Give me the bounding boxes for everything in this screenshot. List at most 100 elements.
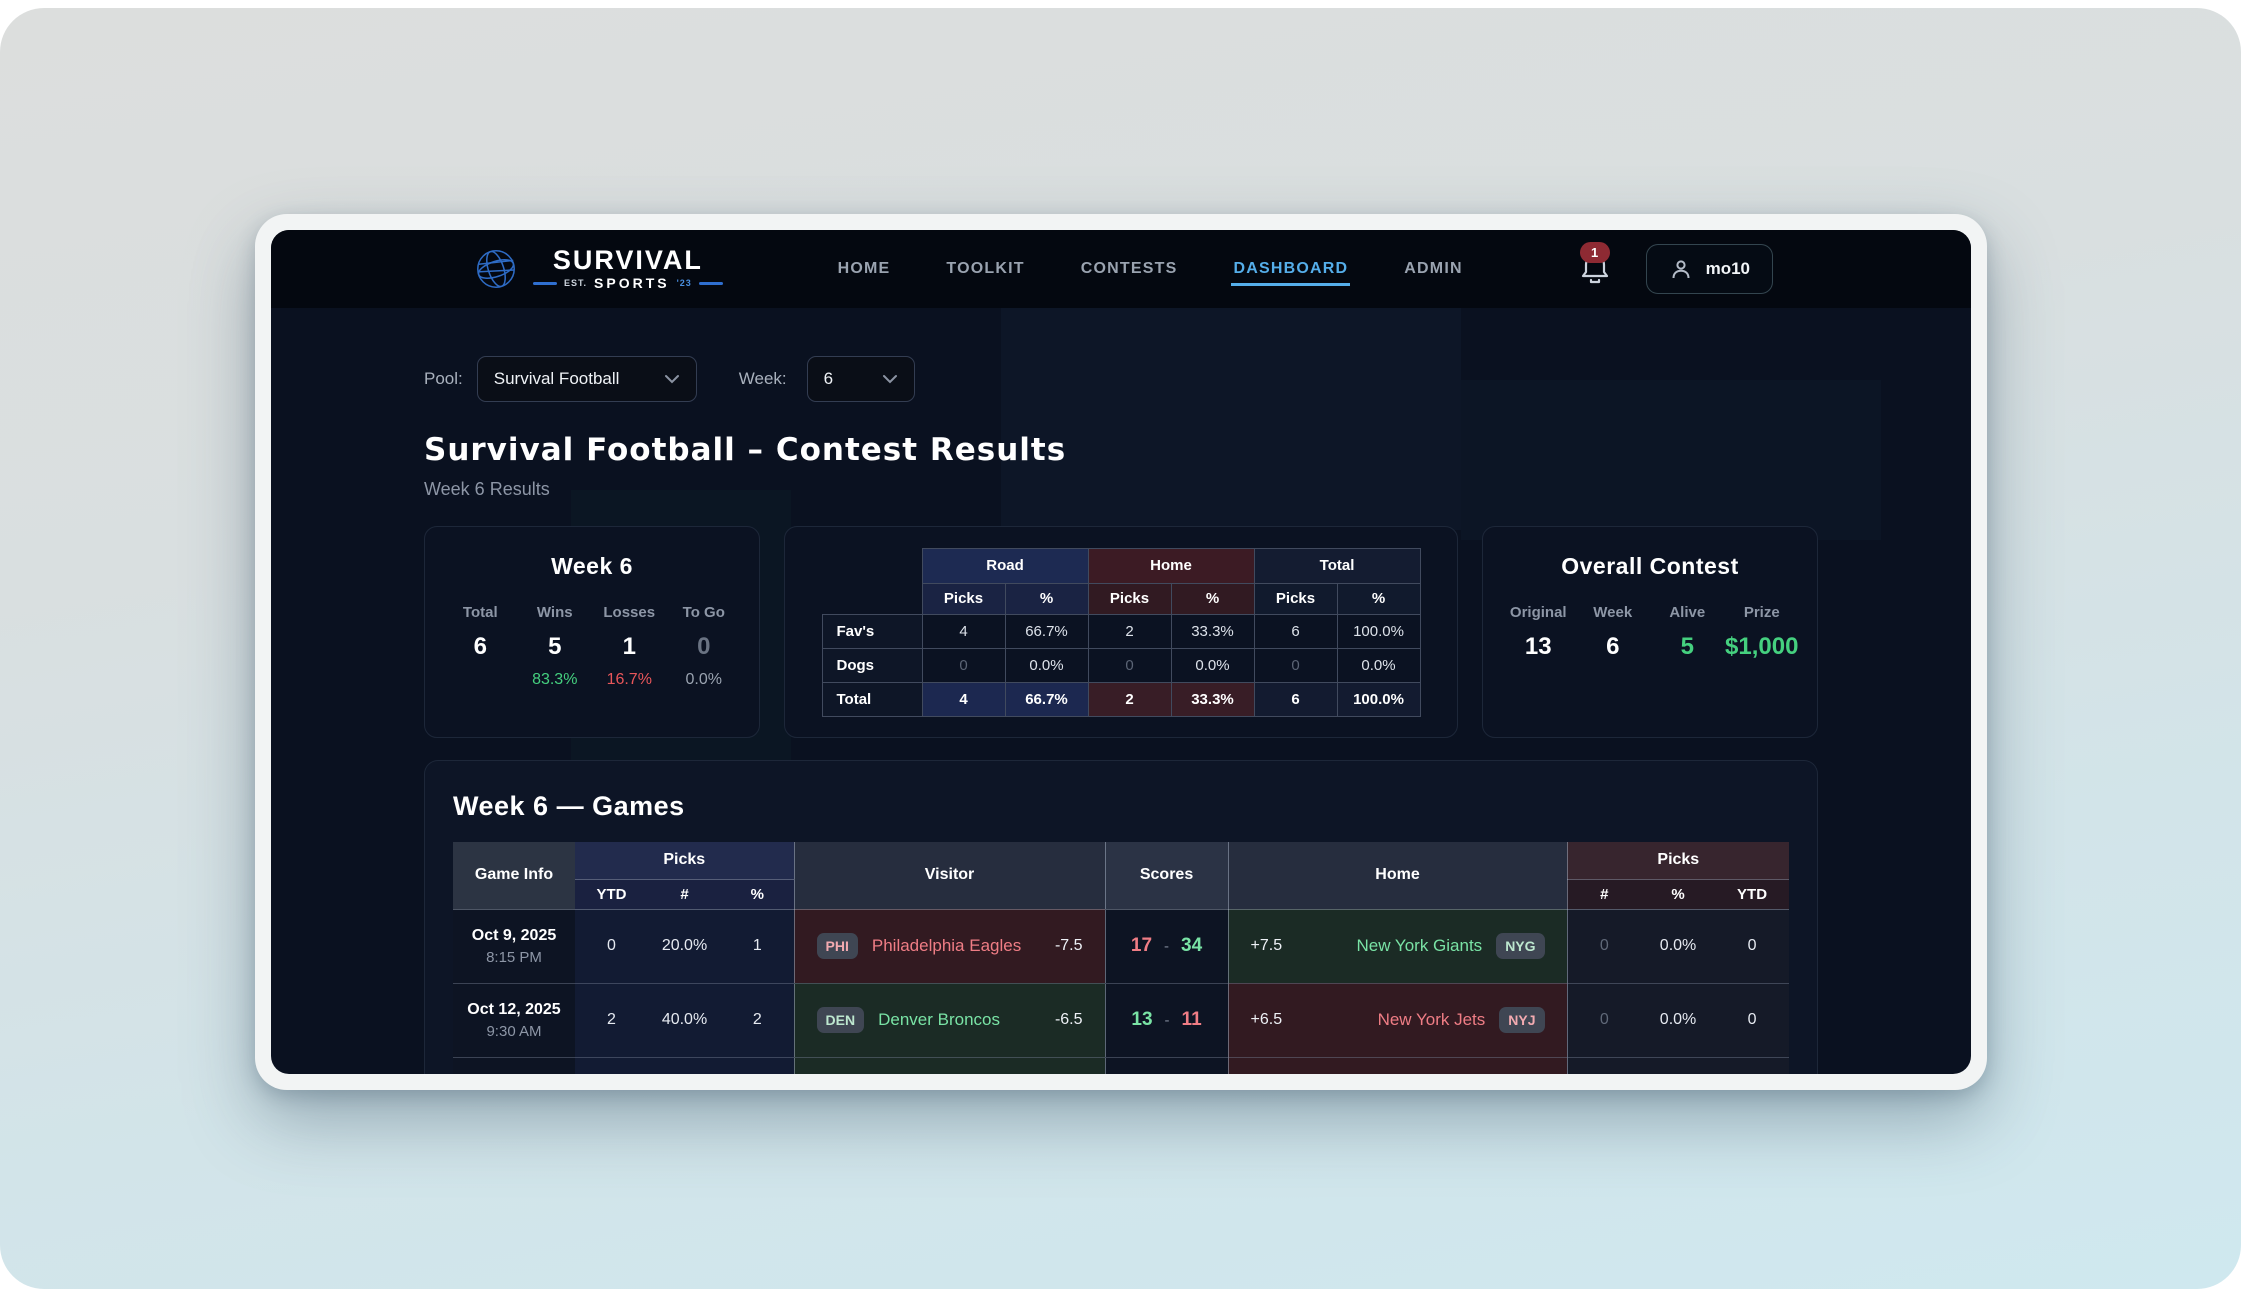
- group-header-home: Home: [1087, 547, 1255, 584]
- week-select[interactable]: 6: [806, 356, 915, 402]
- picks-distribution-table: Road Home Total Picks % Picks %: [821, 547, 1421, 717]
- game-date: Oct 12, 2025: [467, 1000, 561, 1018]
- picks-pct-cell: [1641, 1057, 1716, 1074]
- subheader-pct: %: [1004, 582, 1089, 615]
- col-header-picks-right: Picks: [1567, 842, 1790, 880]
- cell: 100.0%: [1336, 613, 1421, 649]
- chevron-down-icon: [882, 375, 897, 384]
- blank-cell: [822, 583, 922, 614]
- username-label: mo10: [1705, 259, 1750, 278]
- game-row[interactable]: Oct 9, 2025 8:15 PM 0 20.0% 1: [453, 909, 1790, 984]
- stat-label: Original: [1509, 604, 1567, 621]
- cell: 6: [1253, 681, 1338, 717]
- visitor-score: 17: [1130, 935, 1153, 956]
- stat-label: Losses: [603, 604, 656, 621]
- spread-value: -7.5: [1054, 937, 1083, 954]
- visitor-score: 13: [1131, 1009, 1153, 1030]
- col-header-scores: Scores: [1104, 842, 1229, 910]
- cell: 4: [921, 613, 1006, 649]
- visitor-team-cell[interactable]: DEN Denver Broncos -6.5: [793, 983, 1106, 1058]
- subheader-pct: %: [1336, 582, 1421, 615]
- game-date: Oct 9, 2025: [471, 926, 557, 944]
- team-abbr-badge: DEN: [816, 1007, 865, 1033]
- team-abbr-badge: NYJ: [1499, 1007, 1545, 1033]
- games-section: Week 6 — Games Game Info Picks: [424, 760, 1818, 1074]
- picks-num-cell: 20.0%: [648, 909, 721, 984]
- home-team-cell[interactable]: +6.5 New York Jets NYJ: [1228, 983, 1568, 1058]
- stat-value: $1,000: [1725, 633, 1799, 660]
- cell: 0.0%: [1336, 647, 1421, 683]
- score-separator: -: [1164, 937, 1170, 955]
- stat-value: 1: [622, 633, 636, 660]
- background-deco: [1001, 300, 1461, 530]
- games-table: Game Info Picks Visitor Scores Home Pick…: [453, 842, 1790, 1074]
- game-row[interactable]: Oct 12, 2025 9:30 AM 2 40.0% 2: [453, 983, 1790, 1058]
- game-info-cell: Oct 9, 2025 8:15 PM: [453, 909, 575, 984]
- app-window: SURVIVAL EST. SPORTS '23 HOME TOOLKIT CO…: [255, 214, 1987, 1090]
- nav-item-home[interactable]: HOME: [837, 260, 891, 277]
- cell: 4: [921, 681, 1006, 717]
- stat-label: Alive: [1669, 604, 1706, 621]
- week-select-value: 6: [823, 369, 834, 388]
- game-row-partial[interactable]: [453, 1057, 1790, 1074]
- background-deco: [1461, 380, 1881, 540]
- nav-menu: HOME TOOLKIT CONTESTS DASHBOARD ADMIN: [836, 252, 1465, 286]
- picks-num-cell: [648, 1057, 721, 1074]
- picks-ytd-cell: [575, 1057, 648, 1074]
- stat-value: 5: [548, 633, 562, 660]
- brand-dash-left: [533, 281, 557, 285]
- stat-original: Original 13: [1501, 604, 1576, 661]
- brand-est: EST.: [564, 278, 588, 288]
- games-heading: Week 6 — Games: [453, 791, 685, 821]
- subheader-pct: %: [1170, 582, 1255, 615]
- cell: 0.0%: [1004, 647, 1089, 683]
- team-name: Philadelphia Eagles: [871, 936, 1022, 955]
- table-row-dogs: Dogs 0 0.0% 0 0.0% 0 0.0%: [821, 647, 1421, 683]
- brand-subline: EST. SPORTS '23: [533, 275, 723, 291]
- page-subtitle: Week 6 Results: [424, 479, 550, 499]
- stat-value: 6: [473, 633, 487, 660]
- subheader-picks: Picks: [921, 582, 1006, 615]
- game-info-cell: Oct 12, 2025 9:30 AM: [453, 983, 575, 1058]
- picks-num-cell: [1567, 1057, 1642, 1074]
- picks-pct-cell: 1: [721, 909, 795, 984]
- user-menu-button[interactable]: mo10: [1645, 244, 1773, 294]
- group-header-total: Total: [1253, 547, 1421, 584]
- stat-wins: Wins 5 83.3%: [518, 604, 593, 689]
- team-name: New York Giants: [1356, 936, 1483, 955]
- brand-logo[interactable]: SURVIVAL EST. SPORTS '23: [473, 246, 723, 292]
- nav-item-toolkit[interactable]: TOOLKIT: [946, 260, 1025, 277]
- pool-select[interactable]: Survival Football: [476, 356, 697, 402]
- row-label: Total: [821, 681, 923, 717]
- table-row-favs: Fav's 4 66.7% 2 33.3% 6 100.0%: [821, 613, 1421, 649]
- subcol-pct: %: [721, 879, 795, 910]
- pool-select-value: Survival Football: [493, 369, 620, 388]
- stat-losses: Losses 1 16.7%: [592, 604, 667, 689]
- visitor-team-cell[interactable]: PHI Philadelphia Eagles -7.5: [793, 909, 1106, 984]
- nav-item-admin[interactable]: ADMIN: [1404, 260, 1463, 277]
- cell: 0: [1253, 647, 1338, 683]
- cell: 0: [921, 647, 1006, 683]
- team-abbr-badge: NYG: [1496, 933, 1545, 959]
- subcol-ytd: YTD: [1715, 879, 1790, 910]
- picks-ytd-cell: 0: [1715, 983, 1790, 1058]
- brand-year: '23: [676, 278, 692, 288]
- stat-value: 13: [1524, 633, 1552, 660]
- subcol-pct: %: [1641, 879, 1716, 910]
- score-separator: -: [1164, 1011, 1170, 1029]
- home-team-cell[interactable]: +7.5 New York Giants NYG: [1228, 909, 1568, 984]
- picks-pct-cell: 2: [721, 983, 795, 1058]
- subcol-num: #: [1567, 879, 1642, 910]
- cell: 2: [1087, 681, 1172, 717]
- stat-label: Total: [462, 604, 498, 621]
- nav-item-contests[interactable]: CONTESTS: [1080, 260, 1178, 277]
- cell: 2: [1087, 613, 1172, 649]
- stat-prize: Prize $1,000: [1725, 604, 1800, 661]
- nav-item-dashboard[interactable]: DASHBOARD: [1231, 252, 1351, 286]
- week-summary-card: Week 6 Total 6 Wins 5 83.3%: [424, 526, 760, 738]
- notifications-button[interactable]: 1: [1578, 242, 1612, 288]
- col-header-home: Home: [1228, 842, 1568, 910]
- brand-dash-right: [698, 281, 723, 285]
- stat-value: 5: [1680, 633, 1694, 660]
